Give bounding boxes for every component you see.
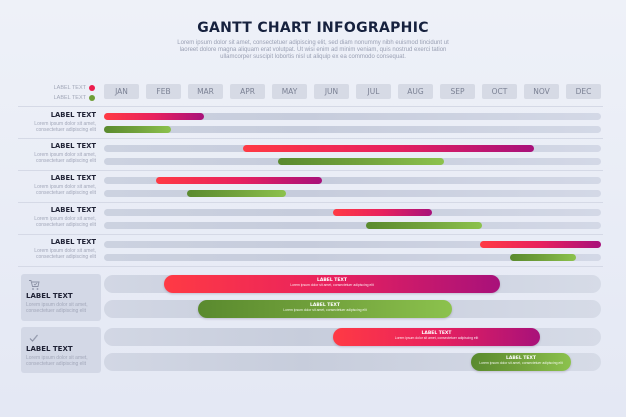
- row-description: Lorem ipsum dolor sit amet, consectetuer…: [34, 121, 96, 134]
- red-task-bar[interactable]: [333, 209, 432, 216]
- red-feature-bar[interactable]: LABEL TEXT Lorem ipsum dolor sit amet, c…: [333, 328, 540, 346]
- green-feature-bar[interactable]: LABEL TEXT Lorem ipsum dolor sit amet, c…: [471, 353, 571, 371]
- bar-description: Lorem ipsum dolor sit amet, consectetuer…: [479, 361, 563, 365]
- legend-label: LABEL TEXT: [53, 95, 86, 101]
- page-subtitle: Lorem ipsum dolor sit amet, consectetuer…: [177, 40, 449, 61]
- feature-title: LABEL TEXT: [26, 345, 73, 353]
- row-description: Lorem ipsum dolor sit amet, consectetuer…: [34, 184, 96, 197]
- green-task-bar[interactable]: [278, 158, 444, 165]
- track: [104, 177, 601, 184]
- bar-title: LABEL TEXT: [317, 278, 347, 283]
- row-label: LABEL TEXT Lorem ipsum dolor sit amet, c…: [18, 111, 96, 133]
- legend-item-red: LABEL TEXT: [54, 85, 95, 91]
- row-description: Lorem ipsum dolor sit amet, consectetuer…: [34, 152, 96, 165]
- green-task-bar[interactable]: [187, 190, 286, 197]
- feature-description: Lorem ipsum dolor sit amet, consectetuer…: [26, 355, 88, 368]
- month-oct: OCT: [482, 84, 517, 99]
- track: [104, 222, 601, 229]
- red-task-bar[interactable]: [480, 241, 601, 248]
- month-dec: DEC: [566, 84, 601, 99]
- divider: [18, 202, 603, 203]
- red-task-bar[interactable]: [104, 113, 204, 120]
- month-mar: MAR: [188, 84, 223, 99]
- month-nov: NOV: [524, 84, 559, 99]
- divider: [18, 170, 603, 171]
- month-jun: JUN: [314, 84, 349, 99]
- feature-card: LABEL TEXT Lorem ipsum dolor sit amet, c…: [21, 327, 101, 373]
- month-jan: JAN: [104, 84, 139, 99]
- check-icon: [29, 334, 38, 342]
- legend-label: LABEL TEXT: [53, 85, 86, 91]
- row-title: LABEL TEXT: [50, 142, 96, 150]
- red-task-bar[interactable]: [156, 177, 322, 184]
- row-title: LABEL TEXT: [50, 111, 96, 119]
- row-description: Lorem ipsum dolor sit amet, consectetuer…: [34, 216, 96, 229]
- red-dot-icon: [89, 85, 95, 91]
- track: [104, 254, 601, 261]
- month-may: MAY: [272, 84, 307, 99]
- green-dot-icon: [89, 95, 95, 101]
- divider: [18, 266, 603, 267]
- row-label: LABEL TEXT Lorem ipsum dolor sit amet, c…: [18, 142, 96, 164]
- divider: [18, 138, 603, 139]
- month-sep: SEP: [440, 84, 475, 99]
- month-jul: JUL: [356, 84, 391, 99]
- bar-description: Lorem ipsum dolor sit amet, consectetuer…: [290, 283, 374, 287]
- month-feb: FEB: [146, 84, 181, 99]
- row-description: Lorem ipsum dolor sit amet, consectetuer…: [34, 248, 96, 261]
- month-aug: AUG: [398, 84, 433, 99]
- page-title: GANTT CHART INFOGRAPHIC: [197, 20, 429, 36]
- month-apr: APR: [230, 84, 265, 99]
- bar-description: Lorem ipsum dolor sit amet, consectetuer…: [283, 308, 367, 312]
- track: [104, 190, 601, 197]
- track: [104, 126, 601, 133]
- legend-item-green: LABEL TEXT: [54, 95, 95, 101]
- track: [104, 113, 601, 120]
- row-title: LABEL TEXT: [50, 174, 96, 182]
- red-feature-bar[interactable]: LABEL TEXT Lorem ipsum dolor sit amet, c…: [164, 275, 500, 293]
- bar-title: LABEL TEXT: [310, 303, 340, 308]
- row-label: LABEL TEXT Lorem ipsum dolor sit amet, c…: [18, 238, 96, 260]
- cart-icon: [29, 280, 40, 290]
- row-title: LABEL TEXT: [50, 238, 96, 246]
- feature-title: LABEL TEXT: [26, 292, 73, 300]
- row-label: LABEL TEXT Lorem ipsum dolor sit amet, c…: [18, 206, 96, 228]
- row-label: LABEL TEXT Lorem ipsum dolor sit amet, c…: [18, 174, 96, 196]
- bar-title: LABEL TEXT: [506, 356, 536, 361]
- feature-description: Lorem ipsum dolor sit amet, consectetuer…: [26, 302, 88, 315]
- row-title: LABEL TEXT: [50, 206, 96, 214]
- track: [104, 241, 601, 248]
- red-task-bar[interactable]: [243, 145, 534, 152]
- green-task-bar[interactable]: [366, 222, 482, 229]
- divider: [18, 234, 603, 235]
- green-feature-bar[interactable]: LABEL TEXT Lorem ipsum dolor sit amet, c…: [198, 300, 452, 318]
- green-task-bar[interactable]: [510, 254, 576, 261]
- bar-description: Lorem ipsum dolor sit amet, consectetuer…: [394, 336, 479, 340]
- feature-card: LABEL TEXT Lorem ipsum dolor sit amet, c…: [21, 274, 101, 321]
- bar-title: LABEL TEXT: [421, 331, 452, 336]
- green-task-bar[interactable]: [104, 126, 171, 133]
- divider: [18, 106, 603, 107]
